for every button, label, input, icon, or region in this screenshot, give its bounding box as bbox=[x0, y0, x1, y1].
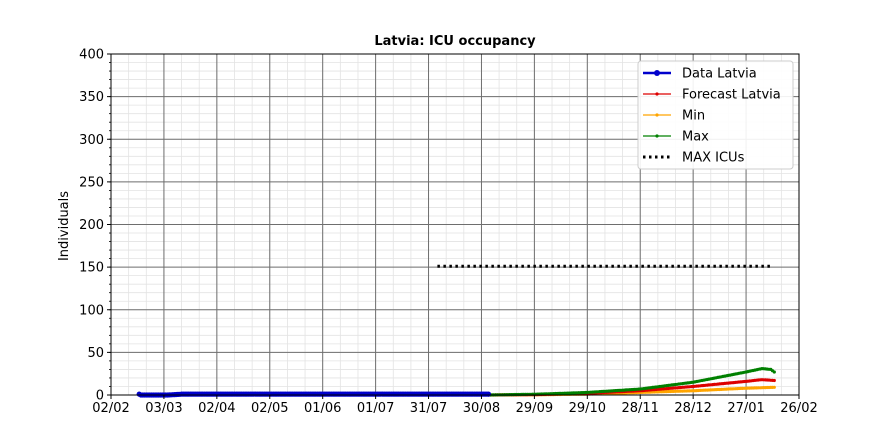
x-tick-label: 30/08 bbox=[463, 401, 500, 416]
legend-item: Data Latvia bbox=[643, 67, 757, 82]
x-tick-label: 31/07 bbox=[410, 401, 447, 416]
x-tick-label: 28/12 bbox=[674, 401, 711, 416]
y-tick-label: 50 bbox=[87, 346, 104, 361]
legend-marker bbox=[655, 134, 659, 138]
x-tick-label: 28/11 bbox=[621, 401, 658, 416]
chart-title: Latvia: ICU occupancy bbox=[374, 34, 536, 49]
x-tick-label: 01/07 bbox=[357, 401, 394, 416]
x-tick-label: 02/04 bbox=[198, 401, 235, 416]
legend-marker bbox=[654, 70, 660, 76]
x-tick-label: 02/02 bbox=[92, 401, 129, 416]
legend-label: MAX ICUs bbox=[682, 151, 745, 166]
series-point bbox=[485, 391, 492, 397]
y-tick-label: 400 bbox=[79, 48, 104, 63]
legend-marker bbox=[655, 92, 659, 96]
legend: Data Latvia Forecast Latvia Min Max MAX ICUs bbox=[637, 60, 794, 170]
legend-item: MAX ICUs bbox=[643, 151, 745, 166]
y-tick-label: 150 bbox=[79, 261, 104, 276]
series-point bbox=[772, 385, 776, 389]
y-tick-label: 250 bbox=[79, 175, 104, 190]
legend-marker bbox=[655, 113, 659, 117]
axis-ticks: 02/02 03/03 02/04 02/05 01/06 01/07 31/07 30/08… bbox=[79, 48, 818, 417]
x-tick-label: 02/05 bbox=[251, 401, 288, 416]
series-point bbox=[772, 378, 776, 383]
y-tick-label: 300 bbox=[79, 133, 104, 148]
y-tick-label: 350 bbox=[79, 90, 104, 105]
x-tick-label: 29/10 bbox=[569, 401, 606, 416]
legend-label: Data Latvia bbox=[682, 67, 757, 82]
series-data-latvia bbox=[136, 391, 492, 398]
x-tick-label: 27/01 bbox=[727, 401, 764, 416]
x-tick-label: 01/06 bbox=[304, 401, 341, 416]
legend-box bbox=[637, 60, 794, 170]
series-point bbox=[772, 370, 776, 374]
y-tick-label: 200 bbox=[79, 218, 104, 233]
legend-label: Max bbox=[682, 130, 709, 145]
x-tick-label: 03/03 bbox=[145, 401, 182, 416]
y-tick-label: 100 bbox=[79, 303, 104, 318]
legend-item: Forecast Latvia bbox=[643, 88, 781, 103]
series-layer bbox=[136, 264, 776, 398]
legend-item: Min bbox=[643, 109, 705, 124]
x-tick-label: 29/09 bbox=[516, 401, 553, 416]
legend-label: Min bbox=[682, 109, 705, 124]
y-tick-label: 0 bbox=[96, 389, 104, 404]
y-axis-label: Individuals bbox=[57, 191, 72, 261]
x-tick-label: 26/02 bbox=[780, 401, 817, 416]
legend-item: Max bbox=[643, 130, 709, 145]
legend-label: Forecast Latvia bbox=[682, 88, 781, 103]
